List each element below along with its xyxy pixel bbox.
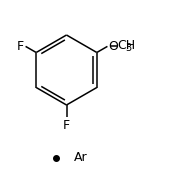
Text: 3: 3 — [125, 43, 131, 53]
Text: F: F — [16, 40, 23, 53]
Text: O: O — [108, 40, 118, 53]
Text: CH: CH — [117, 39, 135, 52]
Text: F: F — [63, 119, 70, 132]
Text: Ar: Ar — [74, 151, 87, 164]
